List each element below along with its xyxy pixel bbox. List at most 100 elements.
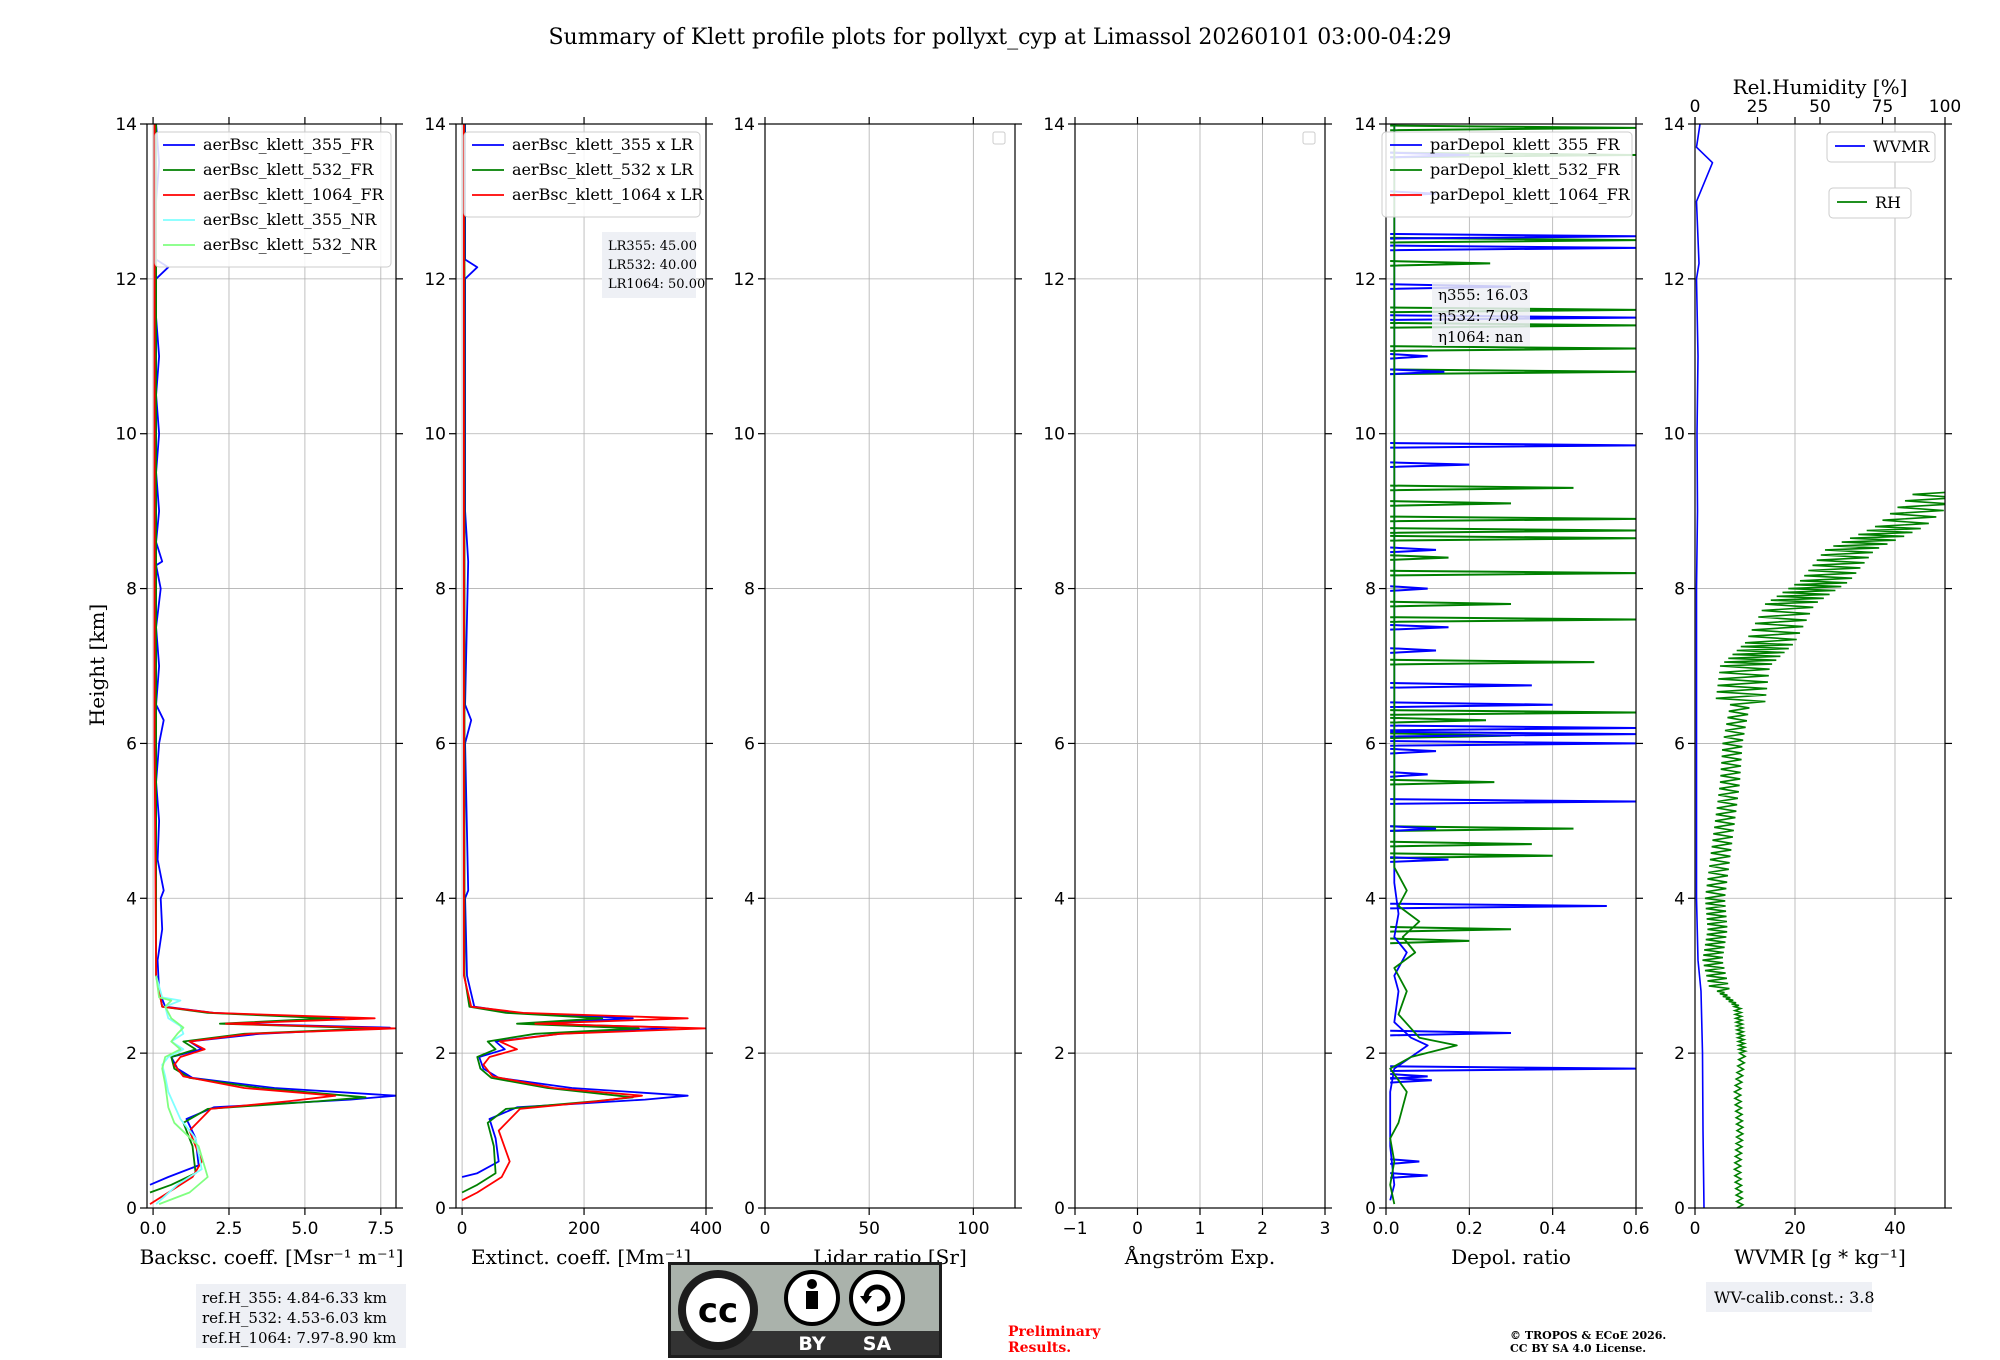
x-axis-label: Backsc. coeff. [Msr⁻¹ m⁻¹]	[140, 1245, 404, 1269]
y-tick-label: 12	[115, 270, 137, 290]
eta-value: η355: 16.03	[1438, 286, 1528, 304]
y-tick-label: 14	[1043, 115, 1065, 135]
y-tick-label: 10	[1354, 425, 1376, 445]
y-tick-label: 4	[1054, 889, 1065, 909]
depol-532-spike	[1390, 852, 1553, 860]
legend-label: aerBsc_klett_532 x LR	[512, 160, 694, 179]
preliminary-line-1: Preliminary	[1008, 1324, 1101, 1340]
y-tick-label: 2	[744, 1044, 755, 1064]
depol-355-spike	[1390, 825, 1437, 832]
x-tick-label: 0	[760, 1219, 771, 1239]
depol-355-spike	[1390, 546, 1437, 554]
depol-355-spike	[1390, 442, 1636, 449]
lr-value: LR532: 40.00	[608, 258, 697, 273]
y-tick-label: 6	[1365, 734, 1376, 754]
legend-box	[154, 131, 392, 268]
x-tick-label: 2	[1257, 1219, 1268, 1239]
ref-height-box: ref.H_355: 4.84-6.33 km ref.H_532: 4.53-…	[196, 1284, 406, 1348]
y-tick-label: 14	[1663, 115, 1685, 135]
depol-355-spike	[1390, 701, 1553, 709]
y-tick-label: 12	[1043, 270, 1065, 290]
axes-frame	[455, 123, 707, 1209]
eta-value: η532: 7.08	[1438, 307, 1519, 325]
legend-label: aerBsc_klett_1064 x LR	[512, 185, 704, 204]
legend-label: aerBsc_klett_355 x LR	[512, 135, 694, 154]
y-tick-label: 14	[733, 115, 755, 135]
depol-532-spike	[1390, 368, 1636, 376]
top-x-axis-label: Rel.Humidity [%]	[1733, 75, 1908, 99]
legend-box	[1381, 131, 1633, 218]
ref-height-1064: ref.H_1064: 7.97-8.90 km	[202, 1329, 396, 1347]
depol-355-spike	[1390, 647, 1437, 654]
depol-355-spike	[1390, 1158, 1420, 1165]
legend-label: parDepol_klett_1064_FR	[1430, 185, 1631, 204]
depol-532-spike	[1390, 554, 1449, 561]
series-line-aerBsc_klett_532_NR	[155, 975, 209, 1205]
series-line-parDepol_klett_355_FR	[1389, 124, 1429, 1201]
depol-355-spike	[1390, 740, 1636, 747]
depol-532-spike	[1390, 778, 1495, 786]
depol-355-spike	[1390, 724, 1636, 732]
y-tick-label: 14	[115, 115, 137, 135]
y-tick-label: 8	[1674, 580, 1685, 600]
cc-license-badge: cc BY SA	[668, 1262, 942, 1358]
depol-532-spike	[1390, 616, 1636, 623]
ref-height-355: ref.H_355: 4.84-6.33 km	[202, 1289, 387, 1307]
depol-355-spike	[1390, 232, 1636, 240]
x-tick-label: 1	[1195, 1219, 1206, 1239]
empty-legend	[1302, 131, 1316, 145]
y-tick-label: 12	[1354, 270, 1376, 290]
y-tick-label: 8	[1054, 580, 1065, 600]
cc-icon-text: cc	[698, 1291, 738, 1331]
sa-icon	[849, 1270, 905, 1326]
legend-label: aerBsc_klett_532_NR	[203, 235, 377, 254]
wvmr-line	[1695, 124, 1714, 1208]
depol-355-spike	[1390, 623, 1449, 631]
x-tick-label: 200	[568, 1219, 600, 1239]
depol-532-spike	[1390, 260, 1491, 267]
depol-532-spike	[1390, 345, 1636, 352]
depol-532-spike	[1390, 527, 1636, 534]
depol-532-spike	[1390, 515, 1636, 523]
x-tick-label: 5.0	[291, 1219, 318, 1239]
plot-area	[1695, 124, 1945, 1208]
legend-label: RH	[1875, 193, 1901, 212]
depol-355-spike	[1390, 730, 1636, 738]
y-tick-label: 12	[1663, 270, 1685, 290]
depol-355-spike	[1390, 1029, 1512, 1037]
depol-532-spike	[1390, 840, 1532, 848]
eta-value: η1064: nan	[1438, 328, 1524, 346]
y-tick-label: 6	[1674, 734, 1685, 754]
top-x-tick-label: 100	[1929, 97, 1961, 117]
y-tick-label: 8	[1365, 580, 1376, 600]
depol-532-spike	[1390, 500, 1512, 507]
y-tick-label: 0	[1054, 1199, 1065, 1219]
depol-355-spike	[1390, 1172, 1428, 1179]
y-tick-label: 8	[435, 580, 446, 600]
y-tick-label: 14	[424, 115, 446, 135]
lr-value: LR355: 45.00	[608, 239, 697, 254]
series-line-aerBsc_klett_532 x LR	[461, 124, 640, 1194]
y-tick-label: 4	[126, 889, 137, 909]
axes-frame	[1385, 123, 1637, 1209]
backscatter-axes: 0.0 2.5 5.0 7.5 0 2 4 6 8 10 12 14 Backsc. coeff. [M…	[115, 115, 403, 1269]
legend-label: aerBsc_klett_355_NR	[203, 210, 377, 229]
legend-label: parDepol_klett_532_FR	[1430, 160, 1621, 179]
y-tick-label: 6	[744, 734, 755, 754]
depol-355-spike	[1390, 902, 1607, 910]
legend-label: WVMR	[1873, 137, 1930, 156]
top-x-tick-label: 75	[1872, 97, 1894, 117]
y-tick-label: 8	[126, 580, 137, 600]
y-tick-label: 2	[1054, 1044, 1065, 1064]
depol-532-spike	[1390, 600, 1512, 608]
y-tick-label: 0	[435, 1199, 446, 1219]
x-axis-label: Ångström Exp.	[1124, 1244, 1275, 1269]
depol-532-spike	[1390, 124, 1636, 132]
legend-label: aerBsc_klett_1064_FR	[203, 185, 385, 204]
depol-355-spike	[1390, 747, 1437, 755]
y-tick-label: 6	[435, 734, 446, 754]
y-tick-label: 0	[1674, 1199, 1685, 1219]
y-tick-label: 2	[1365, 1044, 1376, 1064]
depol-355-spike	[1390, 771, 1428, 778]
